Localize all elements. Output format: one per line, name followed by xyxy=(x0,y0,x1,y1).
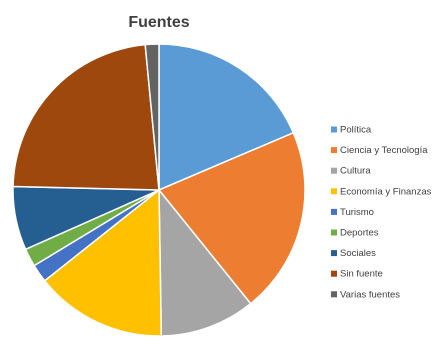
pie-slice-4 xyxy=(43,188,163,337)
legend-swatch-3 xyxy=(331,167,337,174)
pie-slices xyxy=(12,43,306,337)
legend: Política Ciencia y Tecnología Cultura Econo… xyxy=(331,125,432,300)
pie-slice-8 xyxy=(12,43,160,191)
legend-label-3: Cultura xyxy=(340,166,371,177)
pie-slice-2 xyxy=(157,131,306,305)
legend-swatch-1 xyxy=(331,126,337,133)
legend-label-6: Deportes xyxy=(340,228,379,239)
legend-swatch-4 xyxy=(331,188,337,195)
legend-swatch-2 xyxy=(331,147,337,154)
pie-slice-1 xyxy=(158,43,295,192)
pie-slice-9 xyxy=(144,43,160,191)
legend-label-9: Varias fuentes xyxy=(340,289,400,300)
legend-swatch-8 xyxy=(331,270,337,277)
legend-swatch-5 xyxy=(331,208,337,215)
pie-slice-3 xyxy=(158,187,252,337)
legend-label-2: Ciencia y Tecnología xyxy=(340,145,428,156)
legend-label-4: Economía y Finanzas xyxy=(340,186,432,197)
legend-label-1: Política xyxy=(340,125,372,136)
legend-swatch-6 xyxy=(331,229,337,236)
legend-label-7: Sociales xyxy=(340,248,376,259)
legend-swatch-7 xyxy=(331,250,337,257)
legend-swatch-9 xyxy=(331,291,337,298)
chart-title: Fuentes xyxy=(128,14,189,31)
legend-label-8: Sin fuente xyxy=(340,269,383,280)
legend-label-5: Turismo xyxy=(340,207,374,218)
